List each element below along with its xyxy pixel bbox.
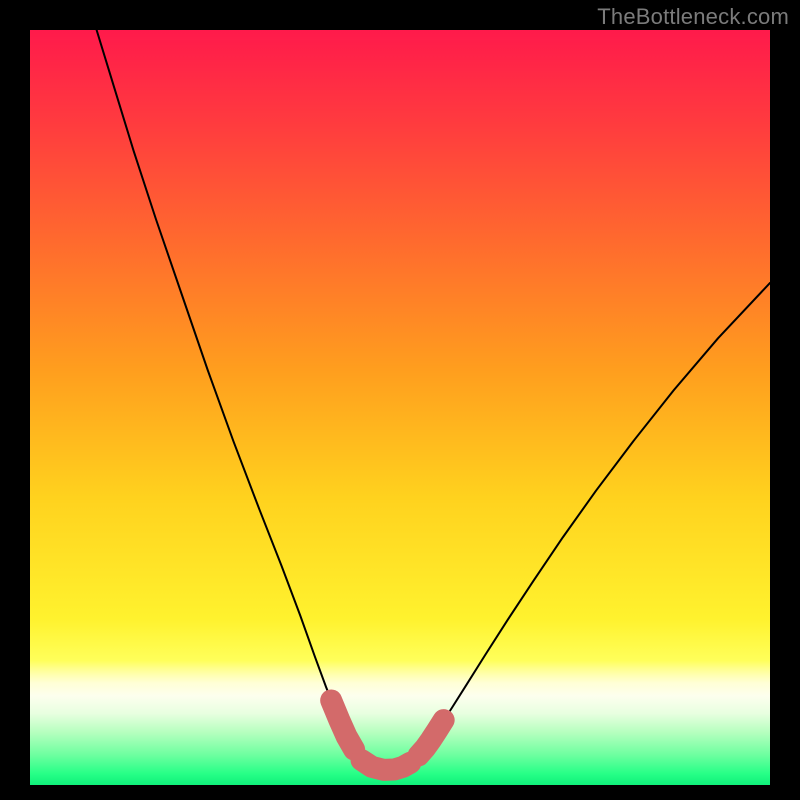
watermark-text: TheBottleneck.com: [597, 4, 789, 30]
chart-curve-layer: [0, 0, 800, 800]
